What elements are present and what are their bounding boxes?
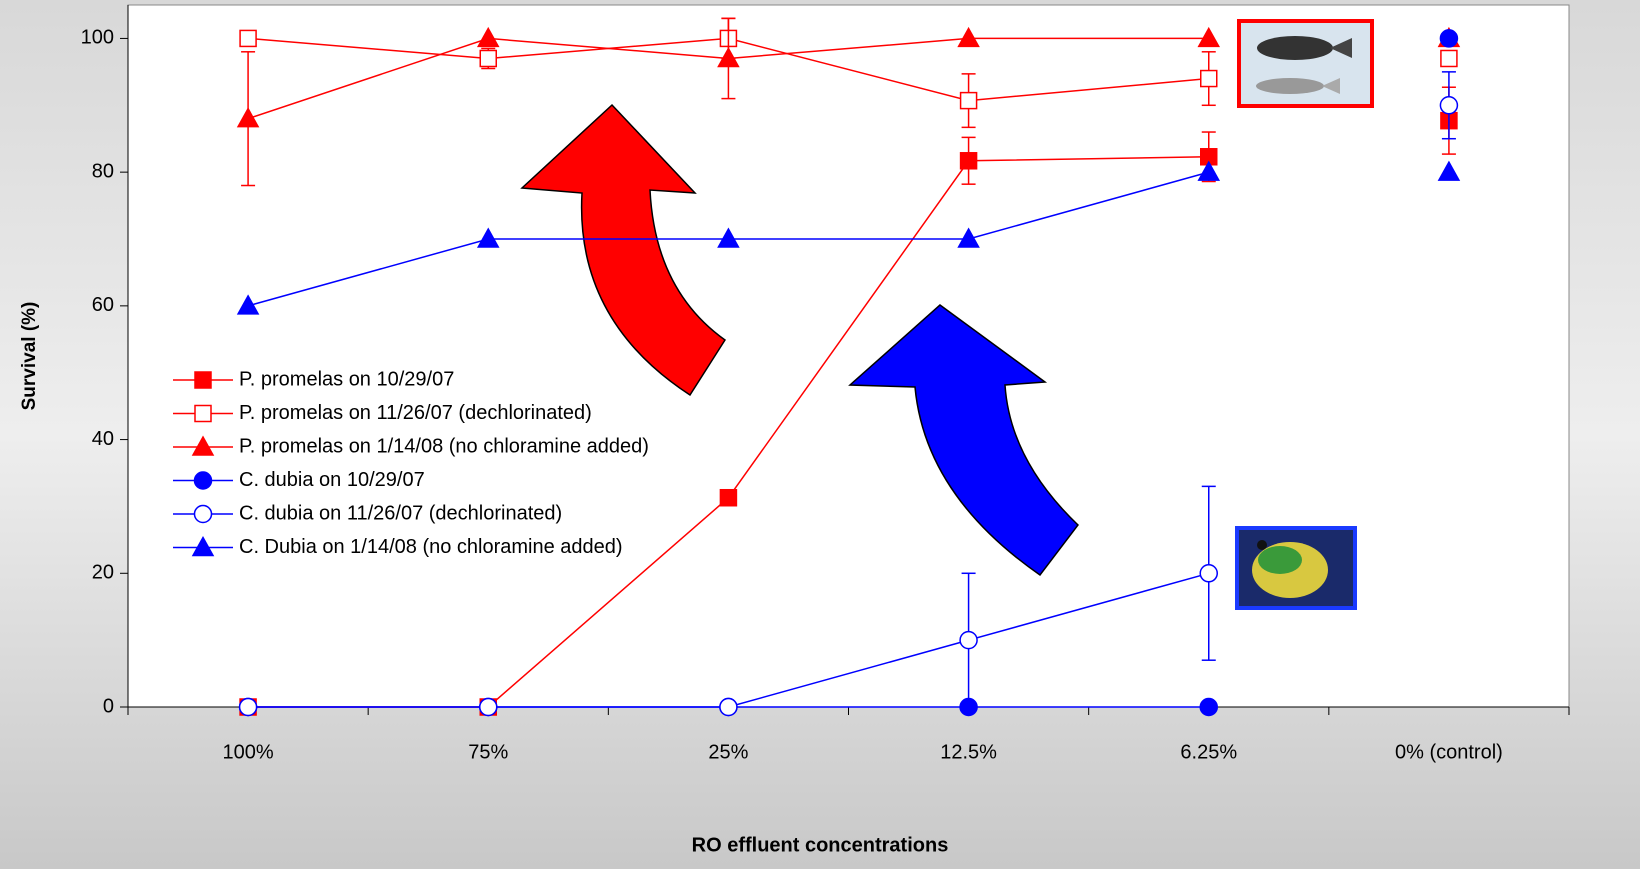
marker <box>195 372 211 388</box>
marker <box>240 699 257 716</box>
y-tick-label: 100 <box>81 27 114 49</box>
marker <box>480 50 496 66</box>
y-tick-label: 80 <box>92 160 114 182</box>
fish-picture <box>1239 21 1372 106</box>
marker <box>961 93 977 109</box>
marker <box>720 699 737 716</box>
marker <box>195 472 212 489</box>
marker <box>1440 97 1457 114</box>
marker <box>240 30 256 46</box>
y-axis-label: Survival (%) <box>19 302 40 411</box>
x-axis-label: RO effluent concentrations <box>692 834 949 856</box>
marker <box>960 632 977 649</box>
legend-label: C. Dubia on 1/14/08 (no chloramine added… <box>239 536 623 558</box>
y-tick-label: 40 <box>92 428 114 450</box>
marker <box>480 699 497 716</box>
x-tick-label: 6.25% <box>1180 741 1237 763</box>
legend-label: P. promelas on 11/26/07 (dechlorinated) <box>239 402 592 424</box>
marker <box>195 506 212 523</box>
y-tick-label: 60 <box>92 294 114 316</box>
legend-label: P. promelas on 1/14/08 (no chloramine ad… <box>239 435 649 457</box>
legend-label: C. dubia on 10/29/07 <box>239 469 425 491</box>
legend-label: P. promelas on 10/29/07 <box>239 368 454 390</box>
x-tick-label: 0% (control) <box>1395 741 1503 763</box>
marker <box>1200 565 1217 582</box>
x-tick-label: 25% <box>708 741 748 763</box>
marker <box>195 406 211 422</box>
marker <box>1200 699 1217 716</box>
x-tick-label: 12.5% <box>940 741 997 763</box>
y-tick-label: 20 <box>92 562 114 584</box>
legend-item: P. promelas on 1/14/08 (no chloramine ad… <box>173 435 649 457</box>
x-tick-label: 100% <box>223 741 274 763</box>
chart: Survival (%) RO effluent concentrations … <box>0 0 1640 869</box>
y-tick-label: 0 <box>103 695 114 717</box>
daphnia-picture <box>1237 528 1355 608</box>
x-tick-label: 75% <box>468 741 508 763</box>
marker <box>1441 50 1457 66</box>
page: Survival (%) RO effluent concentrations … <box>0 0 1640 874</box>
legend-item: C. Dubia on 1/14/08 (no chloramine added… <box>173 536 623 558</box>
legend-label: C. dubia on 11/26/07 (dechlorinated) <box>239 502 562 524</box>
marker <box>961 153 977 169</box>
marker <box>1201 71 1217 87</box>
marker <box>720 490 736 506</box>
marker <box>1440 30 1457 47</box>
